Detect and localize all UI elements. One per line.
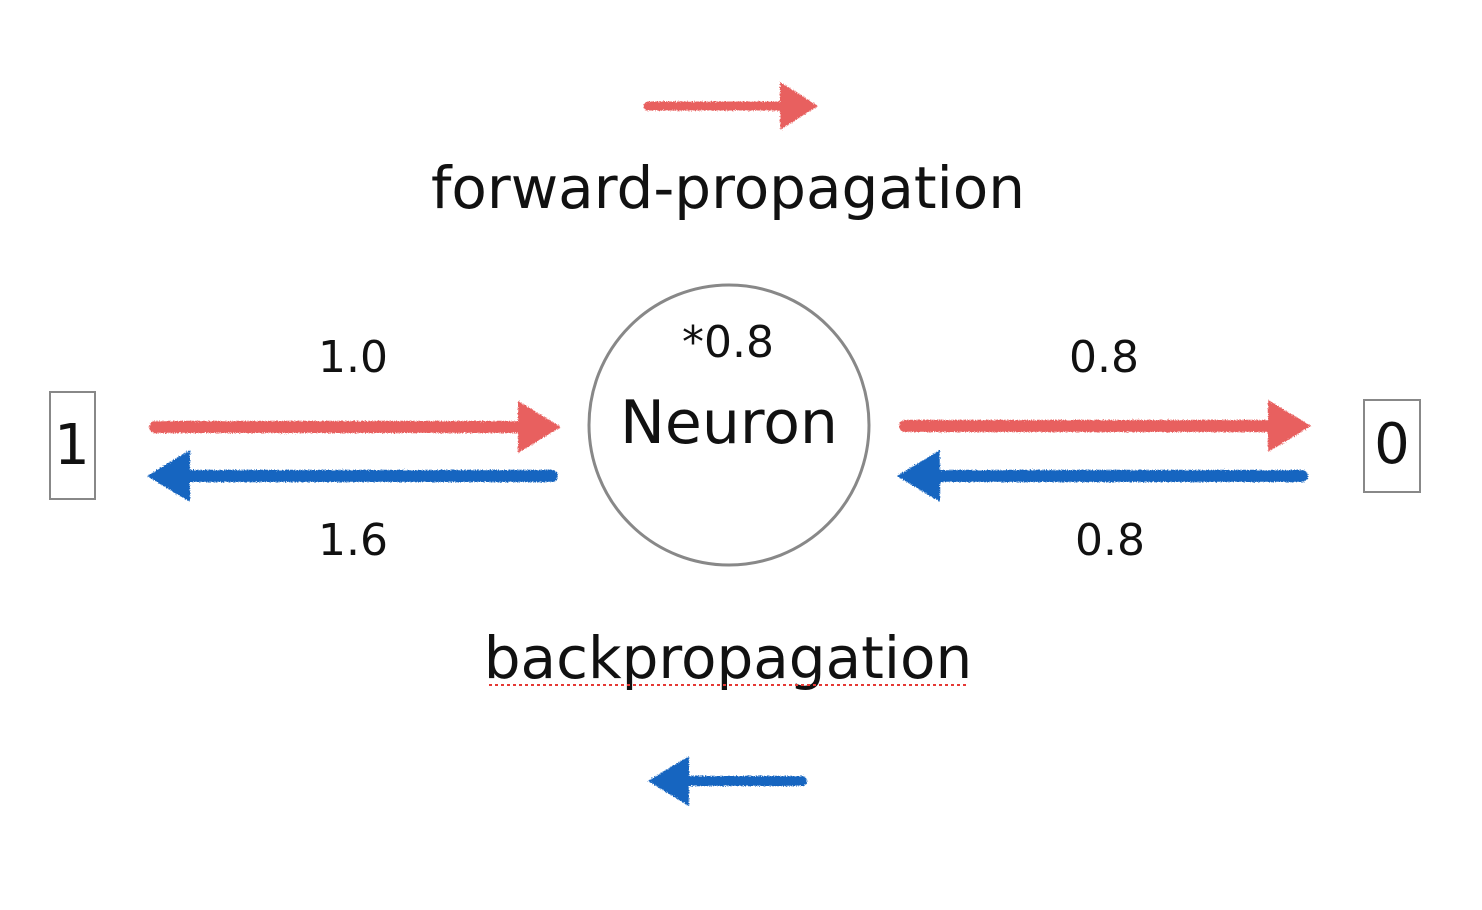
left-backward-arrow bbox=[147, 450, 558, 502]
right-forward-value: 0.8 bbox=[1069, 332, 1139, 383]
legend-backward-arrow bbox=[648, 756, 807, 806]
neuron-circle bbox=[587, 283, 871, 567]
neuron-weight: *0.8 bbox=[682, 317, 774, 368]
output-box bbox=[1363, 399, 1421, 493]
neuron-label: Neuron bbox=[620, 388, 838, 458]
forward-propagation-label: forward-propagation bbox=[431, 154, 1025, 222]
backpropagation-label: backpropagation bbox=[484, 624, 973, 692]
left-forward-value: 1.0 bbox=[318, 332, 388, 383]
input-box bbox=[49, 391, 96, 500]
input-value: 1 bbox=[54, 413, 90, 478]
left-backward-value: 1.6 bbox=[318, 515, 388, 566]
left-forward-arrow bbox=[149, 401, 561, 453]
right-backward-value: 0.8 bbox=[1075, 515, 1145, 566]
output-value: 0 bbox=[1374, 412, 1410, 477]
right-backward-arrow bbox=[897, 450, 1308, 502]
legend-forward-arrow bbox=[643, 82, 818, 130]
right-forward-arrow bbox=[899, 400, 1311, 452]
